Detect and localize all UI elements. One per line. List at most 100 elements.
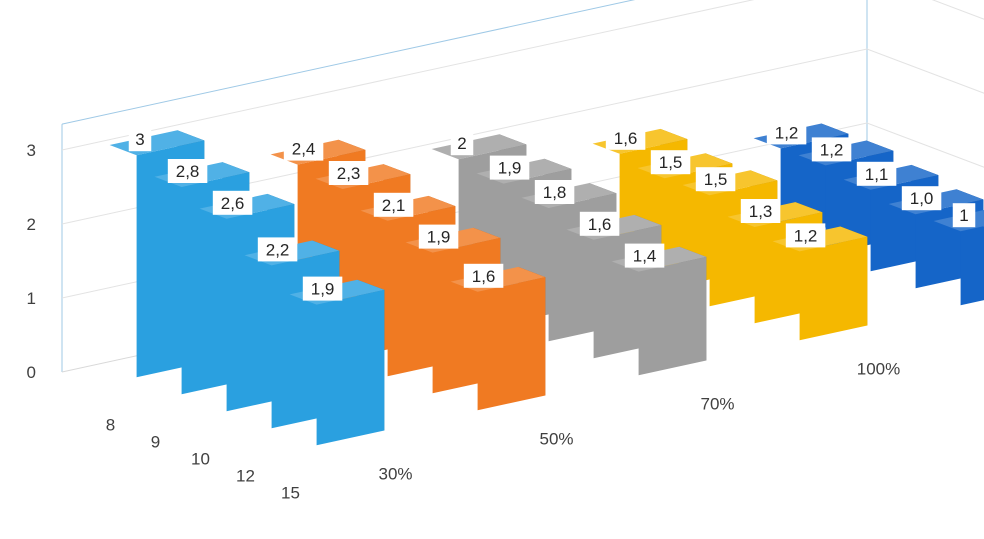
data-label-box — [463, 263, 504, 288]
data-label-text: 2 — [457, 134, 466, 153]
data-label: 1,9 — [302, 276, 343, 301]
data-label-box — [740, 199, 781, 223]
data-label-box — [579, 211, 620, 236]
data-label: 1,0 — [901, 186, 942, 211]
data-label-text: 1,4 — [633, 247, 657, 266]
data-label: 1,3 — [740, 199, 781, 223]
data-label-text: 1,8 — [543, 183, 567, 202]
depth-category-label: 10 — [191, 450, 210, 469]
data-label-box — [811, 137, 852, 162]
y-tick-label: 2 — [27, 215, 36, 234]
data-label-text: 2,3 — [337, 164, 361, 183]
data-label-text: 2,8 — [176, 162, 200, 181]
data-label-text: 1,0 — [910, 189, 934, 208]
data-label-text: 2,1 — [382, 196, 406, 215]
data-label: 1,4 — [624, 243, 665, 268]
gridline — [61, 0, 984, 151]
y-tick-label: 3 — [27, 141, 36, 160]
depth-category-label: 12 — [236, 467, 255, 486]
data-label-text: 1,6 — [472, 267, 496, 286]
data-label-box — [766, 120, 807, 145]
series-label: 70% — [700, 395, 734, 414]
data-label: 1,8 — [534, 180, 575, 204]
data-label-box — [650, 150, 691, 175]
data-label: 2,1 — [373, 192, 414, 217]
data-label: 1,6 — [579, 211, 620, 236]
data-label: 2,4 — [283, 136, 324, 161]
data-label-box — [901, 186, 942, 211]
y-tick-label: 1 — [27, 289, 36, 308]
depth-category-label: 15 — [281, 484, 300, 503]
data-label: 1,6 — [463, 263, 504, 288]
wall-edge — [61, 0, 636, 125]
data-label: 1,5 — [695, 167, 736, 192]
data-label-text: 1,1 — [865, 165, 889, 184]
y-tick-label: 0 — [27, 363, 36, 382]
data-label-text: 1,2 — [820, 140, 844, 159]
data-label-box — [257, 237, 298, 262]
bar-front-face — [960, 226, 984, 306]
data-label-text: 1,6 — [614, 129, 638, 148]
data-label: 1,9 — [489, 155, 530, 180]
data-label-text: 1,5 — [704, 170, 728, 189]
data-label: 1,5 — [650, 150, 691, 175]
data-label-text: 1,3 — [749, 202, 773, 221]
series-label: 100% — [857, 360, 900, 379]
data-label-box — [695, 167, 736, 192]
data-label: 1,2 — [766, 120, 807, 145]
data-label-box — [624, 243, 665, 268]
data-label-text: 2,6 — [221, 194, 245, 213]
data-label-box — [328, 161, 369, 185]
bar-front-face — [799, 236, 868, 341]
data-label: 1,2 — [811, 137, 852, 162]
data-label-box — [450, 131, 474, 156]
data-label-text: 1,2 — [775, 123, 799, 142]
data-label-box — [785, 223, 826, 248]
data-label: 2,2 — [257, 237, 298, 262]
data-label: 3 — [128, 127, 152, 152]
data-label-box — [167, 159, 208, 183]
data-label: 1 — [952, 203, 976, 228]
data-label: 2 — [450, 131, 474, 156]
series-label: 50% — [539, 430, 573, 449]
depth-category-label: 8 — [106, 416, 115, 435]
bar-front-face — [477, 277, 546, 411]
depth-category-label: 9 — [151, 433, 160, 452]
data-label-box — [489, 155, 530, 180]
data-label-box — [302, 276, 343, 301]
series-label: 30% — [378, 465, 412, 484]
data-label-box — [605, 125, 646, 150]
data-label: 1,2 — [785, 223, 826, 248]
data-labels: 1,2 1,2 1,1 1,0 1 1,6 1,5 1,5 1,3 1,2 2 1,9 1,8 1,6 1,… — [128, 120, 976, 301]
data-label: 2,3 — [328, 161, 369, 185]
data-label-text: 1,9 — [498, 159, 522, 178]
wall-edge — [867, 0, 984, 34]
data-label-text: 1,9 — [427, 228, 451, 247]
data-label-box — [128, 127, 152, 152]
data-label-box — [856, 161, 897, 186]
data-label-text: 2,4 — [292, 140, 316, 159]
data-label-text: 3 — [135, 130, 144, 149]
data-label-text: 1,5 — [659, 153, 683, 172]
data-label-box — [534, 180, 575, 204]
data-label-box — [283, 136, 324, 161]
data-label: 1,1 — [856, 161, 897, 186]
data-label-text: 2,2 — [266, 240, 290, 259]
bar-front-face — [316, 289, 385, 446]
data-label: 2,6 — [212, 190, 253, 215]
bar-front-face — [638, 256, 707, 376]
bars — [109, 123, 984, 446]
data-label-box — [418, 224, 459, 249]
data-label: 1,6 — [605, 125, 646, 150]
data-label-box — [952, 203, 976, 228]
data-label-text: 1,2 — [794, 226, 818, 245]
data-label-box — [212, 190, 253, 215]
data-label: 1,9 — [418, 224, 459, 249]
data-label-text: 1 — [959, 206, 968, 225]
data-label-box — [373, 192, 414, 217]
data-label-text: 1,9 — [311, 280, 335, 299]
data-label: 2,8 — [167, 159, 208, 183]
data-label-text: 1,6 — [588, 215, 612, 234]
